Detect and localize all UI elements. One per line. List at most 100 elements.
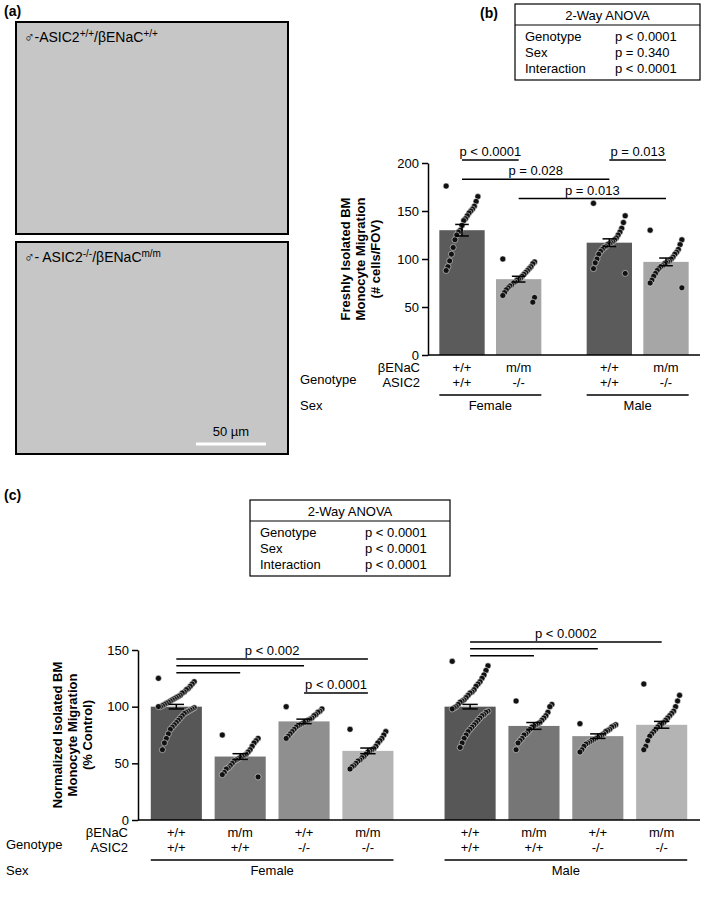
stats-p: p < 0.0001 bbox=[365, 557, 427, 572]
error-bar-cap bbox=[590, 738, 605, 740]
bar bbox=[279, 721, 330, 820]
data-point bbox=[620, 220, 626, 226]
data-point bbox=[457, 744, 463, 750]
bar bbox=[342, 751, 393, 820]
data-point bbox=[452, 237, 458, 243]
data-point bbox=[161, 740, 167, 746]
comparison-label: p = 0.028 bbox=[508, 163, 563, 178]
category-title: Genotype bbox=[6, 837, 62, 852]
error-bar-cap bbox=[296, 718, 311, 720]
error-bar-stem bbox=[533, 723, 535, 730]
comparison-label: p = 0.013 bbox=[565, 183, 620, 198]
error-bar-cap bbox=[455, 224, 469, 226]
category-row-title: βENaC bbox=[378, 360, 420, 375]
data-point bbox=[622, 213, 628, 219]
stats-term: Interaction bbox=[525, 61, 586, 76]
y-tick-mark bbox=[132, 650, 138, 652]
plot-marks bbox=[439, 183, 688, 355]
image-label-part: ♂-ASIC2 bbox=[24, 29, 80, 45]
data-point bbox=[500, 292, 506, 298]
data-point bbox=[155, 704, 161, 710]
error-bar-cap bbox=[233, 753, 248, 755]
y-axis: 050100150 bbox=[107, 643, 138, 828]
x-tick-label: +/+ bbox=[453, 360, 472, 375]
comparison-label: p < 0.0002 bbox=[535, 626, 597, 641]
x-tick-label: m/m bbox=[355, 825, 380, 840]
data-point bbox=[675, 698, 681, 704]
y-axis-line bbox=[138, 651, 140, 821]
bar bbox=[445, 707, 496, 820]
x-tick-label: +/+ bbox=[461, 825, 480, 840]
image-area bbox=[16, 22, 288, 234]
data-point bbox=[450, 244, 456, 250]
data-point bbox=[283, 704, 289, 710]
group-title: Sex bbox=[6, 863, 29, 878]
error-bar-cap bbox=[169, 708, 184, 710]
bar bbox=[636, 725, 687, 820]
error-bar-cap bbox=[659, 265, 673, 267]
group-rule bbox=[587, 394, 689, 396]
x-tick-label: -/- bbox=[660, 375, 672, 390]
x-axis-line bbox=[138, 819, 700, 821]
data-point bbox=[159, 747, 165, 753]
y-tick-mark bbox=[132, 763, 138, 765]
data-point bbox=[283, 735, 289, 741]
image-label-part: ♂- ASIC2 bbox=[24, 249, 83, 265]
error-bar-cap bbox=[512, 276, 526, 278]
x-tick-label: +/+ bbox=[231, 840, 250, 855]
bar bbox=[151, 707, 202, 820]
y-tick-label: 100 bbox=[397, 252, 419, 267]
error-bar-cap bbox=[654, 727, 669, 729]
comparison-line bbox=[462, 159, 519, 161]
y-tick: 100 bbox=[397, 252, 428, 267]
group-title: Sex bbox=[300, 398, 323, 413]
category-title: Genotype bbox=[300, 372, 356, 387]
data-point bbox=[641, 681, 647, 687]
comparison-line bbox=[176, 665, 304, 667]
scale-bar-label: 50 µm bbox=[213, 424, 249, 439]
category-row-title: ASIC2 bbox=[90, 840, 128, 855]
x-tick-label: m/m bbox=[653, 360, 678, 375]
error-bar-stem bbox=[367, 748, 369, 754]
stats-frame bbox=[250, 500, 450, 576]
error-bar bbox=[512, 276, 526, 282]
panel-letter: (a) bbox=[4, 3, 21, 19]
y-tick-label: 100 bbox=[107, 699, 129, 714]
data-point bbox=[577, 749, 583, 755]
y-tick-label: 50 bbox=[115, 756, 129, 771]
error-bar bbox=[462, 704, 477, 709]
error-bar bbox=[526, 723, 541, 730]
data-point bbox=[449, 706, 455, 712]
group-label: Female bbox=[250, 863, 293, 878]
stats-p: p < 0.0001 bbox=[615, 61, 677, 76]
x-tick-label: m/m bbox=[228, 825, 253, 840]
error-bar bbox=[233, 754, 248, 760]
group-rule bbox=[439, 394, 541, 396]
stats-p: p < 0.0001 bbox=[615, 29, 677, 44]
x-tick-label: +/+ bbox=[461, 840, 480, 855]
x-tick-label: m/m bbox=[649, 825, 674, 840]
y-tick-label: 150 bbox=[397, 204, 419, 219]
y-tick-mark bbox=[422, 259, 428, 261]
stats-title: 2-Way ANOVA bbox=[565, 8, 650, 23]
y-tick-mark bbox=[422, 163, 428, 165]
data-point bbox=[219, 732, 225, 738]
y-tick-mark bbox=[422, 355, 428, 357]
error-bar-cap bbox=[654, 721, 669, 723]
comparison-line bbox=[470, 648, 598, 650]
bar bbox=[587, 243, 632, 355]
error-bar-stem bbox=[609, 239, 611, 247]
x-tick-label: -/- bbox=[592, 840, 604, 855]
x-tick-label: +/+ bbox=[600, 360, 619, 375]
comparison-line bbox=[462, 179, 609, 181]
x-tick-label: -/- bbox=[298, 840, 310, 855]
group-label: Male bbox=[552, 863, 580, 878]
y-axis-title: (% Control) bbox=[80, 700, 95, 770]
panel-letter: (c) bbox=[4, 487, 21, 503]
x-tick-label: m/m bbox=[521, 825, 546, 840]
x-tick-label: +/+ bbox=[167, 825, 186, 840]
comparison-label: p < 0.0001 bbox=[459, 144, 521, 159]
micrograph: ♂-ASIC2+/+/βENaC+/+ bbox=[16, 22, 288, 234]
panel-letter: (b) bbox=[480, 5, 498, 21]
plot-marks bbox=[151, 658, 687, 820]
